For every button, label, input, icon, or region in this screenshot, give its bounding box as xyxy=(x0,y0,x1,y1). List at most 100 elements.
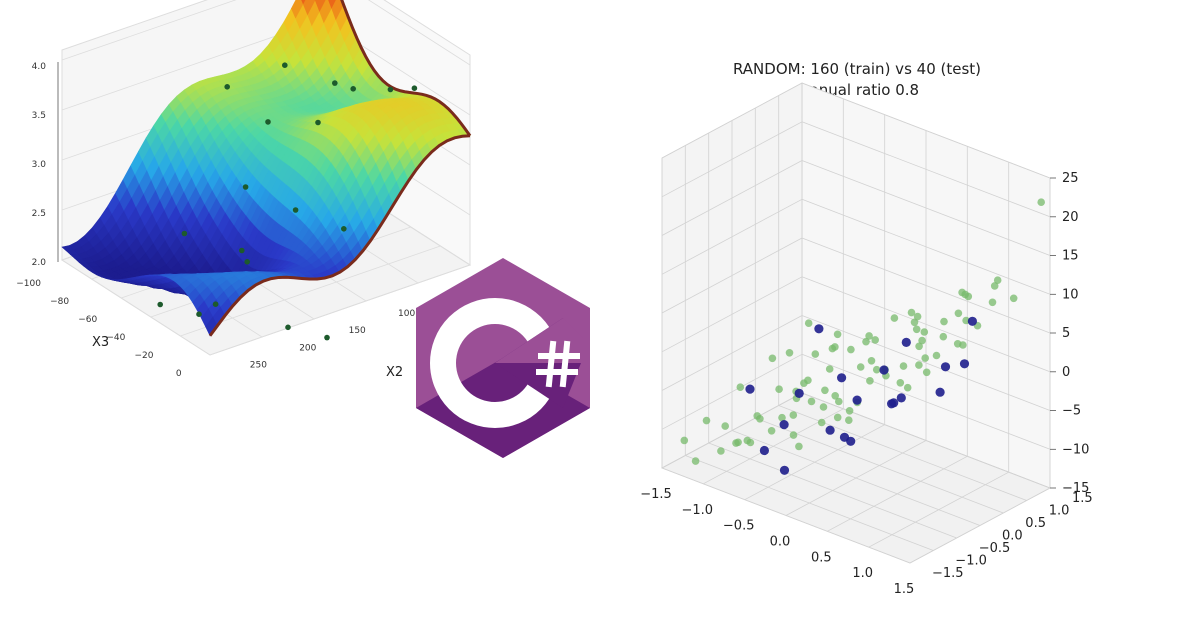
train-point xyxy=(819,403,828,411)
test-point xyxy=(825,425,835,435)
train-point xyxy=(835,397,843,406)
surface-data-point xyxy=(292,207,299,213)
train-point xyxy=(789,411,798,419)
scatter-y-tick-label: −1.5 xyxy=(932,566,964,581)
csharp-logo: C# xyxy=(416,258,590,458)
surface-floor-gridline xyxy=(209,264,471,356)
test-point xyxy=(879,365,889,375)
scatter-points xyxy=(680,198,1045,475)
scatter-left-gridline xyxy=(661,392,803,469)
surface-scatter-points xyxy=(157,62,418,341)
test-point xyxy=(940,362,951,372)
train-point xyxy=(988,298,997,307)
train-point xyxy=(717,447,725,455)
surface-front-edge xyxy=(208,134,471,337)
surface-right-edge xyxy=(340,0,472,137)
surface-z-tick-label: 2.5 xyxy=(32,209,46,219)
train-point xyxy=(871,336,879,344)
test-point xyxy=(901,337,911,347)
train-point xyxy=(866,377,874,385)
scatter-z-tick-label: 0 xyxy=(1062,365,1070,380)
scatter-z-tick-label: −5 xyxy=(1062,404,1081,419)
train-point xyxy=(845,416,853,425)
surface-data-point xyxy=(196,311,202,318)
scatter-y-tick-label: 0.0 xyxy=(1002,529,1023,544)
train-point xyxy=(921,354,929,362)
train-point xyxy=(746,438,755,447)
scatter-x-tick-label: 1.0 xyxy=(852,566,873,581)
scatter-floor-gridline xyxy=(708,442,957,539)
train-point xyxy=(865,332,873,340)
surface-data-point xyxy=(387,86,394,93)
scatter-y-tick-label: 1.0 xyxy=(1049,504,1070,519)
scatter-back-gridline xyxy=(801,198,1051,295)
scatter-back-gridline xyxy=(801,82,1051,179)
surface-plot: 2.02.53.03.54.0 250200150100500 −100−80−… xyxy=(16,0,509,380)
logo-hash xyxy=(536,340,580,388)
train-point xyxy=(903,383,912,392)
train-point xyxy=(811,350,820,358)
train-point xyxy=(872,365,881,374)
train-point xyxy=(691,457,700,465)
scatter-back-gridline xyxy=(801,237,1051,334)
scatter-x-tick-label: 0.0 xyxy=(770,535,791,550)
scatter-back-gridline xyxy=(801,392,1051,489)
scatter-left-gridline xyxy=(661,160,803,236)
surface-data-point xyxy=(350,86,357,92)
train-point xyxy=(768,354,777,363)
surface-cell xyxy=(328,0,337,10)
test-point xyxy=(846,436,856,446)
surface-data-point xyxy=(212,301,219,308)
train-point xyxy=(702,416,711,425)
train-point xyxy=(789,431,798,439)
scatter-floor-gridline xyxy=(661,467,911,564)
surface-x-tick-label: 250 xyxy=(250,360,267,370)
surface-z-tick-label: 4.0 xyxy=(32,62,47,72)
scatter-z-tick-label: 20 xyxy=(1062,210,1079,225)
surface-floor-gridline xyxy=(180,245,441,337)
surface-wall-gridline xyxy=(61,0,471,66)
scatter-left-gridline xyxy=(661,237,803,314)
train-point xyxy=(954,309,963,318)
scatter-x-ticks: −1.5 −1.0 −0.5 0.0 0.5 1.0 1.5 xyxy=(640,487,914,597)
train-point xyxy=(825,365,834,373)
surface-data-point xyxy=(265,119,271,125)
train-point xyxy=(913,312,922,321)
train-point xyxy=(1037,198,1045,206)
scatter-left-gridline xyxy=(661,198,803,275)
surface-y-tick-label: 0 xyxy=(176,369,182,379)
surface-data-point xyxy=(324,334,330,341)
train-point xyxy=(721,422,729,430)
surface-data-point xyxy=(239,247,245,254)
train-point xyxy=(736,383,745,392)
surface-data-point xyxy=(242,184,249,190)
surface-data-point xyxy=(224,84,230,90)
surface-x-axis-label: X2 xyxy=(386,365,403,380)
surface-y-axis-label: X3 xyxy=(92,335,109,350)
logo-text: C# xyxy=(513,373,515,375)
test-point xyxy=(837,373,847,383)
train-point xyxy=(939,332,948,341)
surface-data-point xyxy=(157,301,163,308)
train-point xyxy=(940,317,948,326)
train-point xyxy=(862,337,870,346)
train-point xyxy=(915,342,923,351)
train-point xyxy=(953,340,962,348)
scatter-gridlines xyxy=(661,82,1051,564)
scatter-x-tick-label: −1.0 xyxy=(682,503,714,518)
surface-x-tick-label: 150 xyxy=(349,326,366,336)
train-point xyxy=(990,282,999,290)
surface-z-tick-label: 3.5 xyxy=(32,111,46,121)
train-point xyxy=(732,439,740,447)
surface-data-point xyxy=(181,230,188,237)
train-point xyxy=(767,427,776,435)
surface-data-point xyxy=(315,119,321,126)
train-point xyxy=(910,318,919,327)
train-point xyxy=(896,379,905,387)
train-point xyxy=(918,336,926,345)
test-point xyxy=(745,384,755,394)
scatter-back-gridline xyxy=(801,121,1051,218)
surface-y-tick-label: −20 xyxy=(134,351,153,361)
scatter-z-tick-label: 25 xyxy=(1062,171,1079,186)
train-point xyxy=(821,386,829,395)
